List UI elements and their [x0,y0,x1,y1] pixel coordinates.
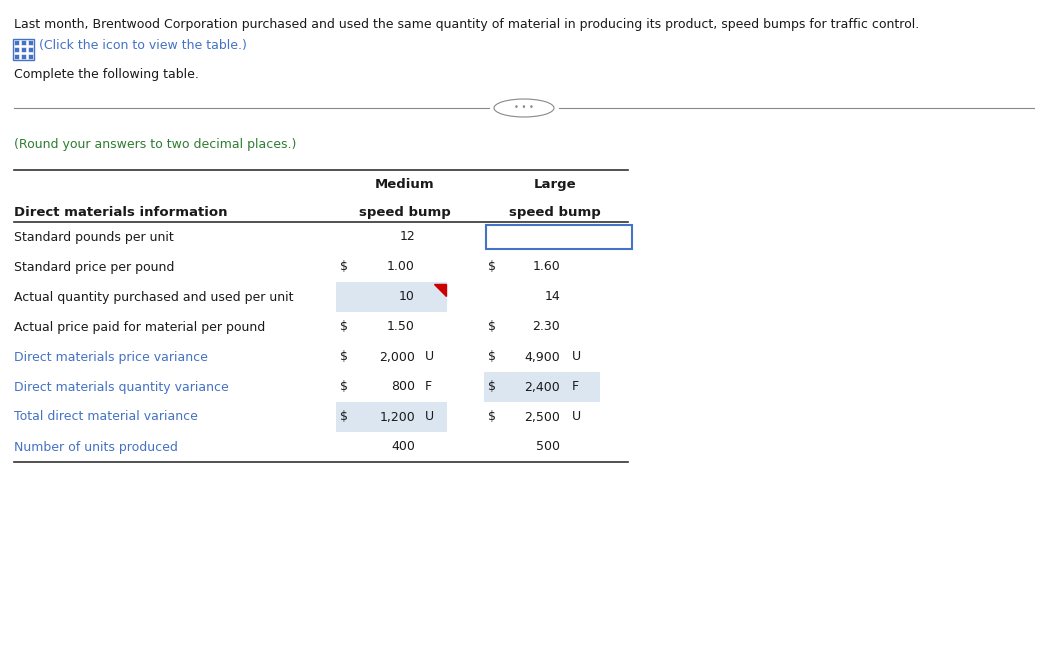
Text: $: $ [340,410,348,424]
Text: U: U [572,351,582,363]
Bar [21,54,26,59]
Text: • • •: • • • [515,103,533,113]
Text: Last month, Brentwood Corporation purchased and used the same quantity of materi: Last month, Brentwood Corporation purcha… [14,18,919,31]
Bar [28,40,32,45]
Text: $: $ [488,351,496,363]
Text: U: U [425,410,434,424]
Text: 2.30: 2.30 [532,320,560,333]
Text: U: U [572,410,582,424]
Text: 2,400: 2,400 [524,381,560,394]
Text: Number of units produced: Number of units produced [14,440,178,453]
Text: 1.00: 1.00 [387,261,415,274]
Text: $: $ [488,320,496,333]
Text: U: U [425,351,434,363]
Text: 1,200: 1,200 [379,410,415,424]
Text: 500: 500 [536,440,560,453]
Text: 4,900: 4,900 [524,351,560,363]
Text: 400: 400 [391,440,415,453]
Text: 10: 10 [399,290,415,304]
Text: $: $ [488,410,496,424]
Text: Standard price per pound: Standard price per pound [14,261,174,274]
Bar [486,225,632,249]
Text: Actual quantity purchased and used per unit: Actual quantity purchased and used per u… [14,290,293,304]
Bar [484,372,601,402]
Text: F: F [425,381,432,394]
Text: Medium: Medium [375,178,435,191]
Text: $: $ [488,381,496,394]
Text: Direct materials quantity variance: Direct materials quantity variance [14,381,228,394]
Bar [28,54,32,59]
Text: (Round your answers to two decimal places.): (Round your answers to two decimal place… [14,138,297,151]
Text: Direct materials information: Direct materials information [14,206,227,219]
Bar [21,47,26,52]
Text: speed bump: speed bump [359,206,451,219]
Polygon shape [434,284,446,296]
Text: $: $ [340,320,348,333]
Bar [336,402,447,432]
Text: speed bump: speed bump [509,206,601,219]
Text: $: $ [340,351,348,363]
Text: 2,000: 2,000 [379,351,415,363]
Text: 2,500: 2,500 [524,410,560,424]
Bar [14,54,19,59]
Bar [14,47,19,52]
Ellipse shape [494,99,554,117]
Text: (Click the icon to view the table.): (Click the icon to view the table.) [39,39,247,52]
Text: 12: 12 [399,231,415,243]
Text: 14: 14 [544,290,560,304]
Text: F: F [572,381,580,394]
Text: $: $ [488,261,496,274]
Text: Large: Large [533,178,576,191]
Text: Total direct material variance: Total direct material variance [14,410,198,424]
Text: $: $ [340,261,348,274]
Text: Complete the following table.: Complete the following table. [14,68,199,81]
Bar [28,47,32,52]
Bar [336,282,447,312]
Text: Standard pounds per unit: Standard pounds per unit [14,231,174,243]
Text: 1.50: 1.50 [387,320,415,333]
Text: 1.60: 1.60 [532,261,560,274]
Text: Direct materials price variance: Direct materials price variance [14,351,208,363]
Text: Actual price paid for material per pound: Actual price paid for material per pound [14,320,265,333]
Bar [14,40,19,45]
Text: $: $ [340,381,348,394]
Text: 800: 800 [391,381,415,394]
Bar [13,39,34,60]
Bar [21,40,26,45]
